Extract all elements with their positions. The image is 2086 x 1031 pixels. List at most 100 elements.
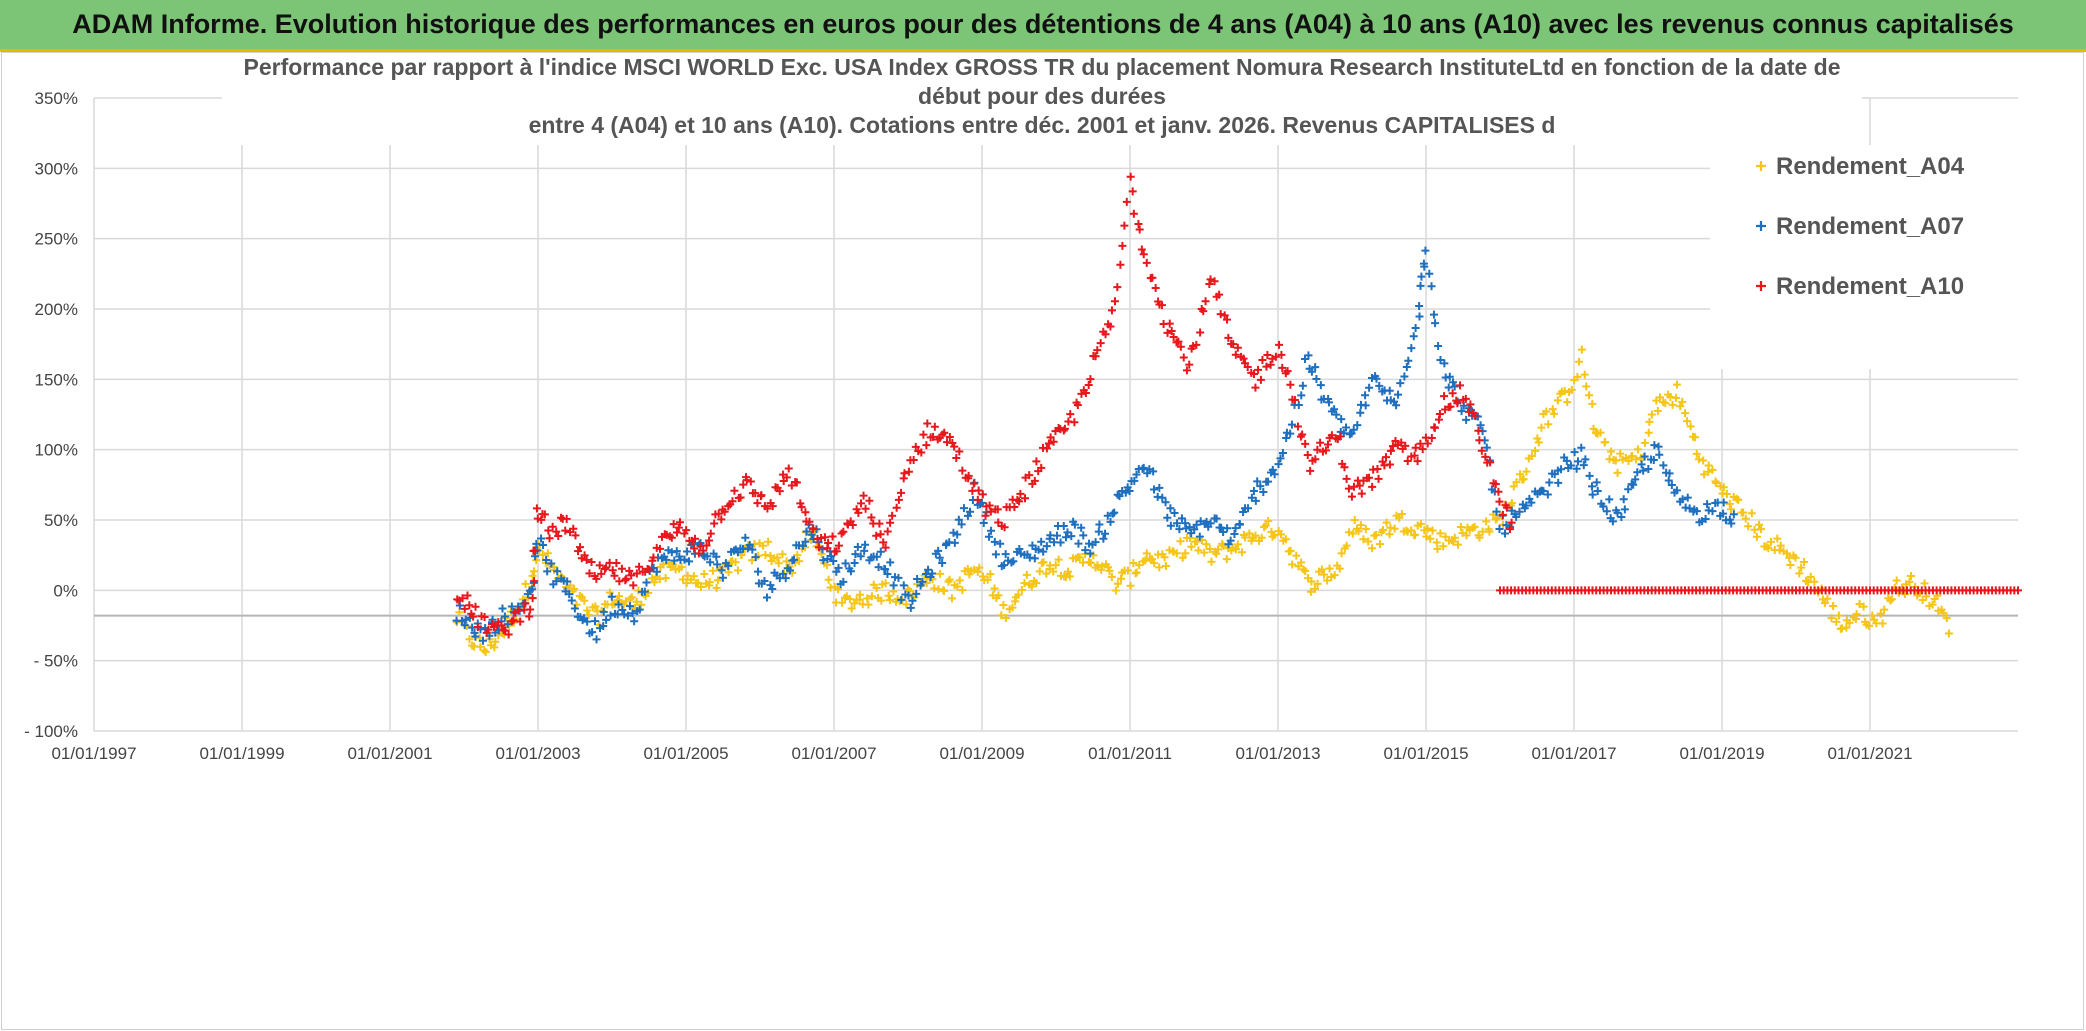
point-a04 (1865, 621, 1874, 630)
point-a07 (1056, 538, 1065, 547)
y-tick-label: 250% (35, 230, 78, 249)
point-a04 (1516, 470, 1525, 479)
point-a07 (1450, 382, 1459, 391)
point-a10 (1206, 275, 1215, 284)
point-a04 (1795, 569, 1804, 578)
point-a07 (1421, 246, 1430, 255)
point-a07 (1361, 391, 1370, 400)
point-a10 (1110, 297, 1119, 306)
point-a07 (1270, 470, 1279, 479)
point-a07 (959, 504, 968, 513)
point-a07 (1655, 450, 1664, 459)
point-a10 (1475, 436, 1484, 445)
point-a07 (1062, 533, 1071, 542)
point-a07 (1249, 487, 1258, 496)
point-a07 (1264, 477, 1273, 486)
point-a07 (537, 534, 546, 543)
point-a04 (1093, 561, 1102, 570)
point-a04 (465, 635, 474, 644)
point-a10 (600, 565, 609, 574)
point-a10 (1116, 260, 1125, 269)
point-a10 (669, 520, 678, 529)
point-a04 (1132, 568, 1141, 577)
point-a10 (1365, 473, 1374, 482)
point-a07 (763, 593, 772, 602)
point-a07 (874, 563, 883, 572)
point-a04 (793, 551, 802, 560)
point-a07 (1449, 378, 1458, 387)
point-a10 (832, 547, 841, 556)
legend-label-a07: Rendement_A07 (1776, 213, 1964, 240)
point-a04 (1439, 542, 1448, 551)
point-a04 (661, 574, 670, 583)
point-a10 (548, 522, 557, 531)
point-a10 (1081, 388, 1090, 397)
point-a07 (1077, 523, 1086, 532)
point-a07 (1166, 504, 1175, 513)
point-a07 (957, 520, 966, 529)
point-a04 (1544, 420, 1553, 429)
point-a10 (757, 491, 766, 500)
point-a04 (1704, 461, 1713, 470)
point-a07 (620, 610, 629, 619)
point-a04 (1433, 544, 1442, 553)
point-a10 (699, 546, 708, 555)
point-a04 (1744, 522, 1753, 531)
point-a10 (922, 441, 931, 450)
point-a07 (1365, 383, 1374, 392)
point-a07 (500, 612, 509, 621)
point-a10 (612, 559, 621, 568)
point-a07 (1052, 531, 1061, 540)
point-a04 (947, 594, 956, 603)
point-a07 (1175, 525, 1184, 534)
point-a07 (570, 604, 579, 613)
point-a04 (1823, 594, 1832, 603)
point-a04 (940, 587, 949, 596)
point-a07 (1566, 461, 1575, 470)
point-a04 (1397, 509, 1406, 518)
point-a10 (986, 507, 995, 516)
point-a10 (1413, 457, 1422, 466)
point-a04 (1020, 579, 1029, 588)
point-a10 (1128, 187, 1137, 196)
point-a10 (911, 442, 920, 451)
point-a10 (1386, 446, 1395, 455)
point-a07 (1278, 449, 1287, 458)
point-a04 (1880, 605, 1889, 614)
point-a04 (1286, 546, 1295, 555)
point-a07 (1356, 408, 1365, 417)
point-a10 (1070, 418, 1079, 427)
point-a07 (1192, 520, 1201, 529)
point-a10 (1254, 365, 1263, 374)
point-a07 (1166, 521, 1175, 530)
point-a07 (1402, 362, 1411, 371)
point-a04 (1135, 561, 1144, 570)
point-a10 (1301, 439, 1310, 448)
point-a07 (928, 569, 937, 578)
point-a07 (1659, 461, 1668, 470)
point-a10 (955, 447, 964, 456)
point-a04 (1086, 558, 1095, 567)
point-a04 (1797, 563, 1806, 572)
point-a10 (504, 630, 513, 639)
point-a07 (977, 498, 986, 507)
point-a04 (1939, 609, 1948, 618)
legend-item: Rendement_A10 (1756, 273, 1964, 300)
point-a10 (561, 526, 570, 535)
point-a04 (1245, 529, 1254, 538)
point-a07 (1527, 498, 1536, 507)
point-a10 (1220, 311, 1229, 320)
point-a07 (897, 595, 906, 604)
point-a04 (778, 550, 787, 559)
point-a07 (1037, 537, 1046, 546)
point-a04 (1683, 417, 1692, 426)
point-a10 (1229, 340, 1238, 349)
point-a10 (1148, 273, 1157, 282)
point-a10 (792, 478, 801, 487)
point-a07 (1629, 480, 1638, 489)
point-a07 (607, 592, 616, 601)
point-a04 (1767, 537, 1776, 546)
point-a10 (554, 532, 563, 541)
point-a07 (934, 546, 943, 555)
point-a07 (906, 603, 915, 612)
